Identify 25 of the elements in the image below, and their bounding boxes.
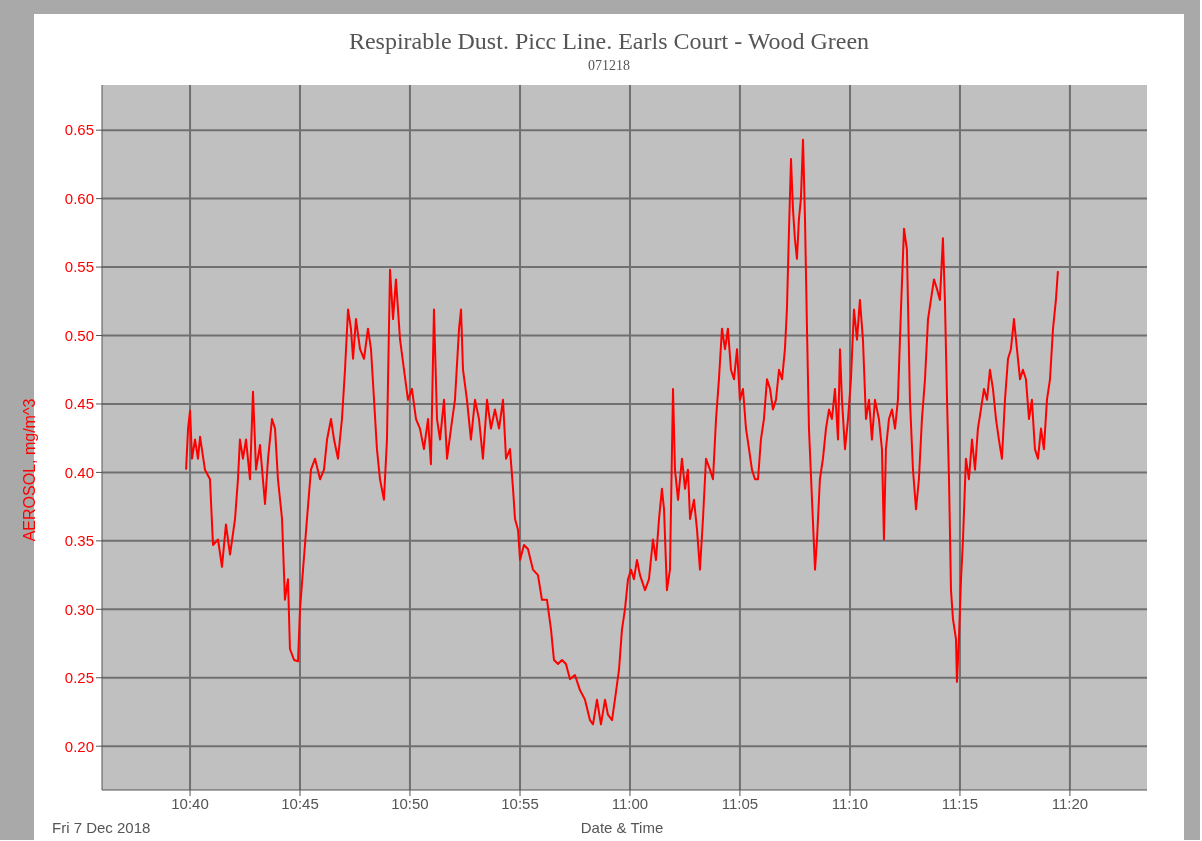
y-tick-label: 0.20 — [64, 737, 94, 755]
x-tick-label: 11:20 — [1051, 794, 1089, 812]
chart-subtitle: 071218 — [587, 58, 631, 74]
x-tick-label: 10:50 — [391, 794, 429, 812]
y-tick-label: 0.40 — [64, 463, 94, 481]
x-tick-label: 10:45 — [281, 794, 319, 812]
y-tick-label: 0.30 — [64, 600, 94, 618]
y-tick-label: 0.35 — [64, 532, 94, 550]
y-tick-label: 0.50 — [64, 326, 94, 344]
chart-title: Respirable Dust. Picc Line. Earls Court - Wood Green — [347, 28, 871, 55]
y-tick-label: 0.25 — [64, 669, 94, 687]
y-tick-label: 0.65 — [64, 121, 94, 139]
x-tick-label: 10:55 — [501, 794, 539, 812]
x-tick-label: 10:40 — [171, 794, 209, 812]
x-tick-label: 11:15 — [941, 794, 979, 812]
x-axis-title: Date & Time — [579, 819, 665, 836]
x-tick-label: 11:10 — [831, 794, 869, 812]
x-tick-label: 11:05 — [721, 794, 759, 812]
text: Fri 7 Dec 2018 — [52, 819, 151, 836]
y-axis-title: AEROSOL, mg/m^3 — [21, 398, 39, 542]
line-series — [185, 138, 1059, 726]
y-tick-label: 0.45 — [64, 395, 94, 413]
y-tick-label: 0.55 — [64, 258, 94, 276]
x-tick-label: 11:00 — [611, 794, 649, 812]
y-tick-label: 0.60 — [64, 189, 94, 207]
